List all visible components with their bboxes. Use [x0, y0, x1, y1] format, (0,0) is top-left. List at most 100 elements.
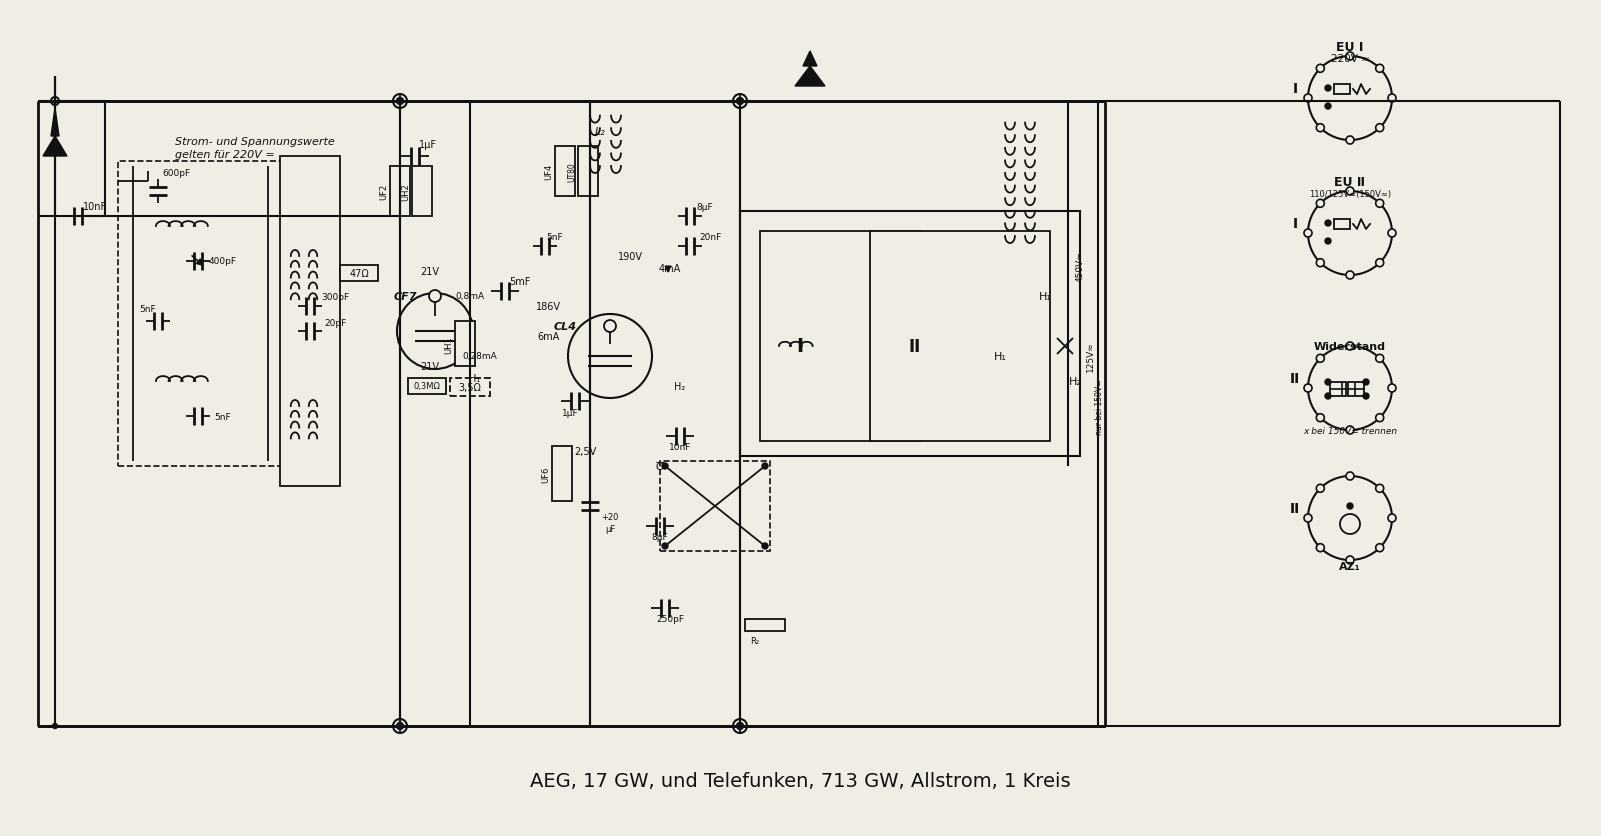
Text: II: II	[1290, 502, 1300, 515]
Circle shape	[1375, 544, 1383, 552]
Circle shape	[1326, 380, 1330, 385]
Circle shape	[1316, 200, 1324, 208]
Text: CL4: CL4	[554, 322, 576, 332]
Circle shape	[1346, 188, 1354, 196]
Circle shape	[1326, 394, 1330, 400]
Text: 220V ≈: 220V ≈	[1330, 54, 1369, 64]
Circle shape	[1308, 191, 1391, 276]
Circle shape	[1375, 485, 1383, 492]
Circle shape	[1326, 239, 1330, 245]
Text: 400pF: 400pF	[210, 257, 237, 266]
Circle shape	[1316, 259, 1324, 268]
Circle shape	[1388, 230, 1396, 237]
Bar	[1334, 85, 1350, 95]
Text: H₁: H₁	[994, 352, 1007, 361]
Circle shape	[397, 99, 403, 105]
Circle shape	[1316, 125, 1324, 133]
Text: EU Ⅱ: EU Ⅱ	[1335, 176, 1366, 188]
Text: +20: +20	[602, 512, 618, 521]
Bar	[118, 162, 283, 466]
Circle shape	[1326, 221, 1330, 227]
Bar	[578, 147, 599, 196]
Bar	[391, 167, 410, 217]
Circle shape	[1346, 137, 1354, 145]
Circle shape	[1308, 347, 1391, 431]
Circle shape	[392, 719, 407, 733]
Text: UH1: UH1	[445, 336, 453, 354]
Text: II: II	[1290, 371, 1300, 385]
Circle shape	[1346, 556, 1354, 564]
Circle shape	[1375, 259, 1383, 268]
Circle shape	[1375, 200, 1383, 208]
Text: 21V: 21V	[421, 361, 440, 371]
Circle shape	[1053, 334, 1077, 359]
Circle shape	[1326, 104, 1330, 110]
Circle shape	[1375, 125, 1383, 133]
Text: 10nF: 10nF	[669, 442, 692, 451]
Bar	[760, 232, 921, 441]
Text: 250pF: 250pF	[656, 614, 684, 623]
Text: 0,8mA: 0,8mA	[455, 292, 485, 301]
Bar	[1348, 383, 1364, 396]
Text: H₁: H₁	[1039, 292, 1052, 302]
Text: 10nF: 10nF	[83, 201, 107, 212]
Circle shape	[1375, 414, 1383, 422]
Text: AEG, 17 GW, und Telefunken, 713 GW, Allstrom, 1 Kreis: AEG, 17 GW, und Telefunken, 713 GW, Alls…	[530, 772, 1071, 791]
Text: Widerstand: Widerstand	[1314, 342, 1386, 352]
Bar	[339, 266, 378, 282]
Circle shape	[53, 724, 58, 729]
Circle shape	[762, 463, 768, 470]
Bar	[740, 212, 1081, 456]
Text: 4mA: 4mA	[660, 263, 680, 273]
Bar	[280, 157, 339, 487]
Text: R₂: R₂	[751, 637, 759, 645]
Circle shape	[429, 291, 440, 303]
Text: Strom- und Spannungswerte: Strom- und Spannungswerte	[175, 137, 335, 147]
Text: UH2: UH2	[402, 183, 410, 201]
Text: 190V: 190V	[618, 252, 642, 262]
Circle shape	[397, 722, 403, 730]
Text: nur bei 150V=: nur bei 150V=	[1095, 379, 1105, 434]
Circle shape	[772, 395, 778, 401]
Circle shape	[733, 719, 748, 733]
Text: μF: μF	[605, 524, 615, 533]
Text: 450V≈: 450V≈	[1076, 252, 1084, 282]
Circle shape	[1375, 354, 1383, 363]
Circle shape	[1316, 485, 1324, 492]
Circle shape	[604, 321, 616, 333]
Circle shape	[397, 293, 472, 370]
Text: H₂: H₂	[1068, 376, 1081, 386]
Text: 0,3MΩ: 0,3MΩ	[413, 382, 440, 391]
Text: H₁: H₁	[469, 374, 480, 384]
Text: CF7: CF7	[394, 292, 416, 302]
Text: 21V: 21V	[421, 267, 440, 277]
Circle shape	[1346, 503, 1353, 509]
Bar	[552, 446, 572, 502]
Circle shape	[1362, 380, 1369, 385]
Text: UT80: UT80	[567, 162, 576, 181]
Text: AZ₁: AZ₁	[1338, 561, 1361, 571]
Bar	[450, 379, 490, 396]
Text: 1μF: 1μF	[419, 140, 437, 150]
Text: 5mF: 5mF	[509, 277, 530, 287]
Bar	[781, 339, 818, 354]
Circle shape	[1346, 272, 1354, 280]
Text: I: I	[1292, 82, 1297, 96]
Text: UF6: UF6	[541, 466, 551, 482]
Text: UF4: UF4	[544, 164, 554, 180]
Text: 0,28mA: 0,28mA	[463, 352, 498, 361]
Bar	[660, 461, 770, 551]
Bar	[455, 322, 475, 366]
Circle shape	[1362, 394, 1369, 400]
Bar	[408, 379, 447, 395]
Circle shape	[661, 463, 668, 470]
Text: 125V≈: 125V≈	[1085, 341, 1095, 372]
Polygon shape	[43, 137, 67, 157]
Circle shape	[1326, 86, 1330, 92]
Circle shape	[1340, 514, 1359, 534]
Circle shape	[1346, 426, 1354, 435]
Text: 8μF: 8μF	[696, 202, 714, 212]
Circle shape	[821, 395, 828, 401]
Text: EU Ⅰ: EU Ⅰ	[1337, 40, 1364, 54]
Text: 47Ω: 47Ω	[349, 268, 368, 278]
